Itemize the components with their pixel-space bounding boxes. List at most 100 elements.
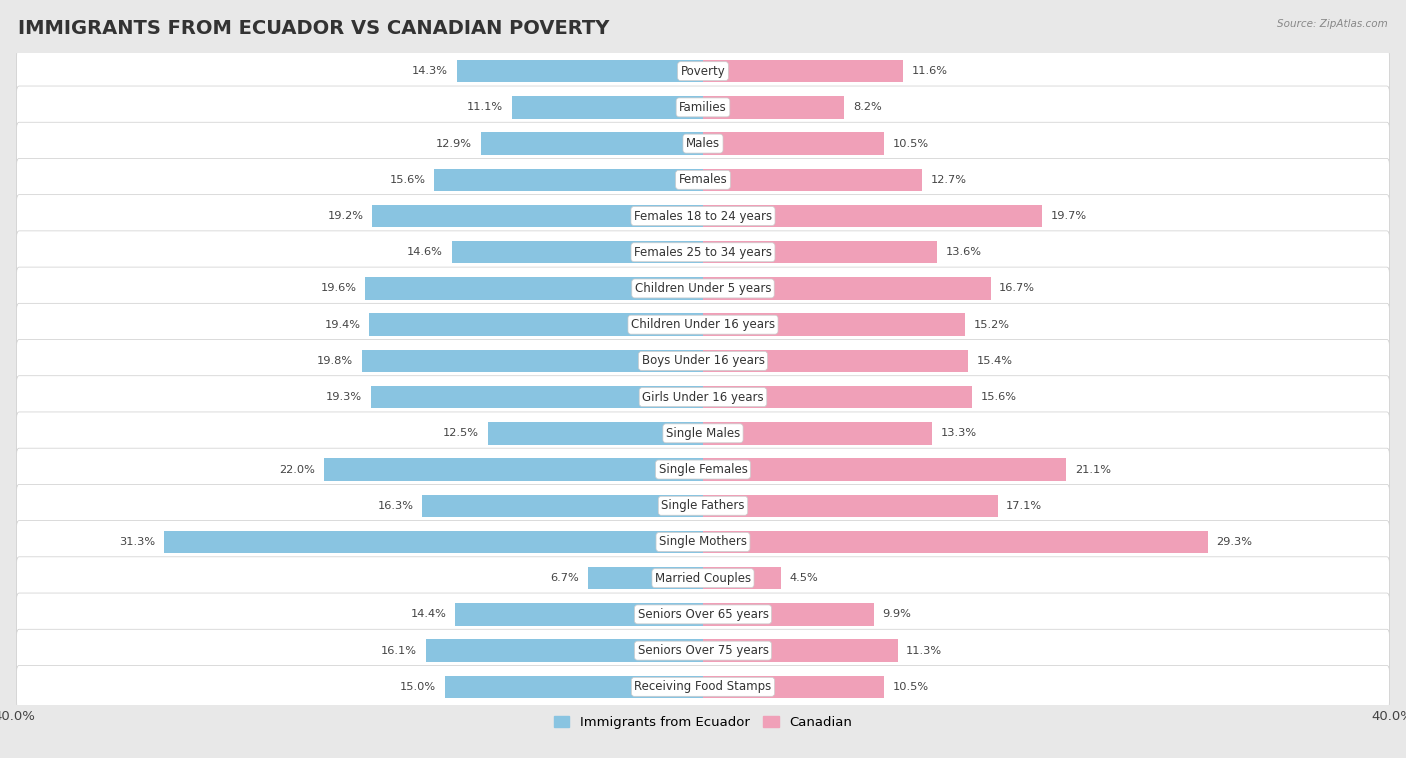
Text: 12.7%: 12.7% <box>931 175 966 185</box>
Text: 31.3%: 31.3% <box>120 537 155 547</box>
FancyBboxPatch shape <box>17 158 1389 201</box>
Bar <box>588 567 703 590</box>
FancyBboxPatch shape <box>17 195 1389 237</box>
Text: Poverty: Poverty <box>681 64 725 77</box>
FancyBboxPatch shape <box>17 86 1389 129</box>
Text: 19.4%: 19.4% <box>325 320 360 330</box>
Bar <box>512 96 703 118</box>
FancyBboxPatch shape <box>17 231 1389 274</box>
Bar <box>426 640 703 662</box>
Bar <box>451 241 703 264</box>
Text: Single Males: Single Males <box>666 427 740 440</box>
Text: 16.7%: 16.7% <box>1000 283 1035 293</box>
Bar <box>366 277 703 299</box>
Bar <box>703 314 965 336</box>
Text: 8.2%: 8.2% <box>853 102 882 112</box>
Bar <box>703 241 938 264</box>
Bar <box>371 386 703 409</box>
Text: 9.9%: 9.9% <box>882 609 911 619</box>
Bar <box>444 675 703 698</box>
Text: IMMIGRANTS FROM ECUADOR VS CANADIAN POVERTY: IMMIGRANTS FROM ECUADOR VS CANADIAN POVE… <box>18 19 610 38</box>
Text: 16.3%: 16.3% <box>378 501 413 511</box>
Bar <box>703 494 997 517</box>
Bar <box>703 60 903 83</box>
Text: 10.5%: 10.5% <box>893 139 928 149</box>
FancyBboxPatch shape <box>17 412 1389 455</box>
Text: 15.2%: 15.2% <box>973 320 1010 330</box>
Text: Single Fathers: Single Fathers <box>661 500 745 512</box>
Text: 12.5%: 12.5% <box>443 428 479 438</box>
Text: 19.8%: 19.8% <box>318 356 353 366</box>
Text: 4.5%: 4.5% <box>789 573 818 583</box>
Text: 15.6%: 15.6% <box>980 392 1017 402</box>
Text: Source: ZipAtlas.com: Source: ZipAtlas.com <box>1277 19 1388 29</box>
Text: 11.3%: 11.3% <box>907 646 942 656</box>
Bar <box>703 168 922 191</box>
Bar <box>703 640 897 662</box>
Bar <box>361 349 703 372</box>
FancyBboxPatch shape <box>17 340 1389 382</box>
FancyBboxPatch shape <box>17 376 1389 418</box>
Text: Girls Under 16 years: Girls Under 16 years <box>643 390 763 403</box>
Text: 15.6%: 15.6% <box>389 175 426 185</box>
Text: Families: Families <box>679 101 727 114</box>
Bar <box>703 531 1208 553</box>
Text: 13.3%: 13.3% <box>941 428 977 438</box>
Text: 11.6%: 11.6% <box>911 66 948 76</box>
Text: 13.6%: 13.6% <box>946 247 981 257</box>
FancyBboxPatch shape <box>17 484 1389 527</box>
Text: Seniors Over 65 years: Seniors Over 65 years <box>637 608 769 621</box>
Text: Females: Females <box>679 174 727 186</box>
Bar <box>703 567 780 590</box>
Text: Children Under 16 years: Children Under 16 years <box>631 318 775 331</box>
Bar <box>703 133 884 155</box>
FancyBboxPatch shape <box>17 122 1389 165</box>
Bar <box>481 133 703 155</box>
Text: 19.2%: 19.2% <box>328 211 364 221</box>
Text: Boys Under 16 years: Boys Under 16 years <box>641 355 765 368</box>
Text: 6.7%: 6.7% <box>550 573 579 583</box>
Text: 15.0%: 15.0% <box>399 682 436 692</box>
Text: 11.1%: 11.1% <box>467 102 503 112</box>
Bar <box>434 168 703 191</box>
Text: Married Couples: Married Couples <box>655 572 751 584</box>
Legend: Immigrants from Ecuador, Canadian: Immigrants from Ecuador, Canadian <box>548 710 858 735</box>
Text: Seniors Over 75 years: Seniors Over 75 years <box>637 644 769 657</box>
FancyBboxPatch shape <box>17 448 1389 491</box>
FancyBboxPatch shape <box>17 303 1389 346</box>
Text: 10.5%: 10.5% <box>893 682 928 692</box>
FancyBboxPatch shape <box>17 50 1389 92</box>
FancyBboxPatch shape <box>17 557 1389 600</box>
Bar <box>165 531 703 553</box>
Bar <box>703 422 932 444</box>
Text: Females 25 to 34 years: Females 25 to 34 years <box>634 246 772 258</box>
Text: 17.1%: 17.1% <box>1007 501 1042 511</box>
Text: 14.6%: 14.6% <box>408 247 443 257</box>
Bar <box>368 314 703 336</box>
Bar <box>703 205 1042 227</box>
Text: 14.4%: 14.4% <box>411 609 446 619</box>
Text: 22.0%: 22.0% <box>280 465 315 475</box>
Text: Males: Males <box>686 137 720 150</box>
FancyBboxPatch shape <box>17 629 1389 672</box>
Text: 14.3%: 14.3% <box>412 66 449 76</box>
FancyBboxPatch shape <box>17 666 1389 708</box>
Bar <box>422 494 703 517</box>
Text: Children Under 5 years: Children Under 5 years <box>634 282 772 295</box>
FancyBboxPatch shape <box>17 521 1389 563</box>
Bar <box>457 60 703 83</box>
Text: Receiving Food Stamps: Receiving Food Stamps <box>634 681 772 694</box>
Text: 21.1%: 21.1% <box>1076 465 1111 475</box>
Bar <box>703 459 1066 481</box>
Text: 12.9%: 12.9% <box>436 139 472 149</box>
Bar <box>456 603 703 625</box>
Bar <box>373 205 703 227</box>
Bar <box>703 675 884 698</box>
Text: 19.7%: 19.7% <box>1050 211 1087 221</box>
Text: Females 18 to 24 years: Females 18 to 24 years <box>634 209 772 223</box>
Bar <box>323 459 703 481</box>
FancyBboxPatch shape <box>17 267 1389 310</box>
Text: Single Females: Single Females <box>658 463 748 476</box>
Bar <box>703 603 873 625</box>
Text: 19.6%: 19.6% <box>321 283 357 293</box>
